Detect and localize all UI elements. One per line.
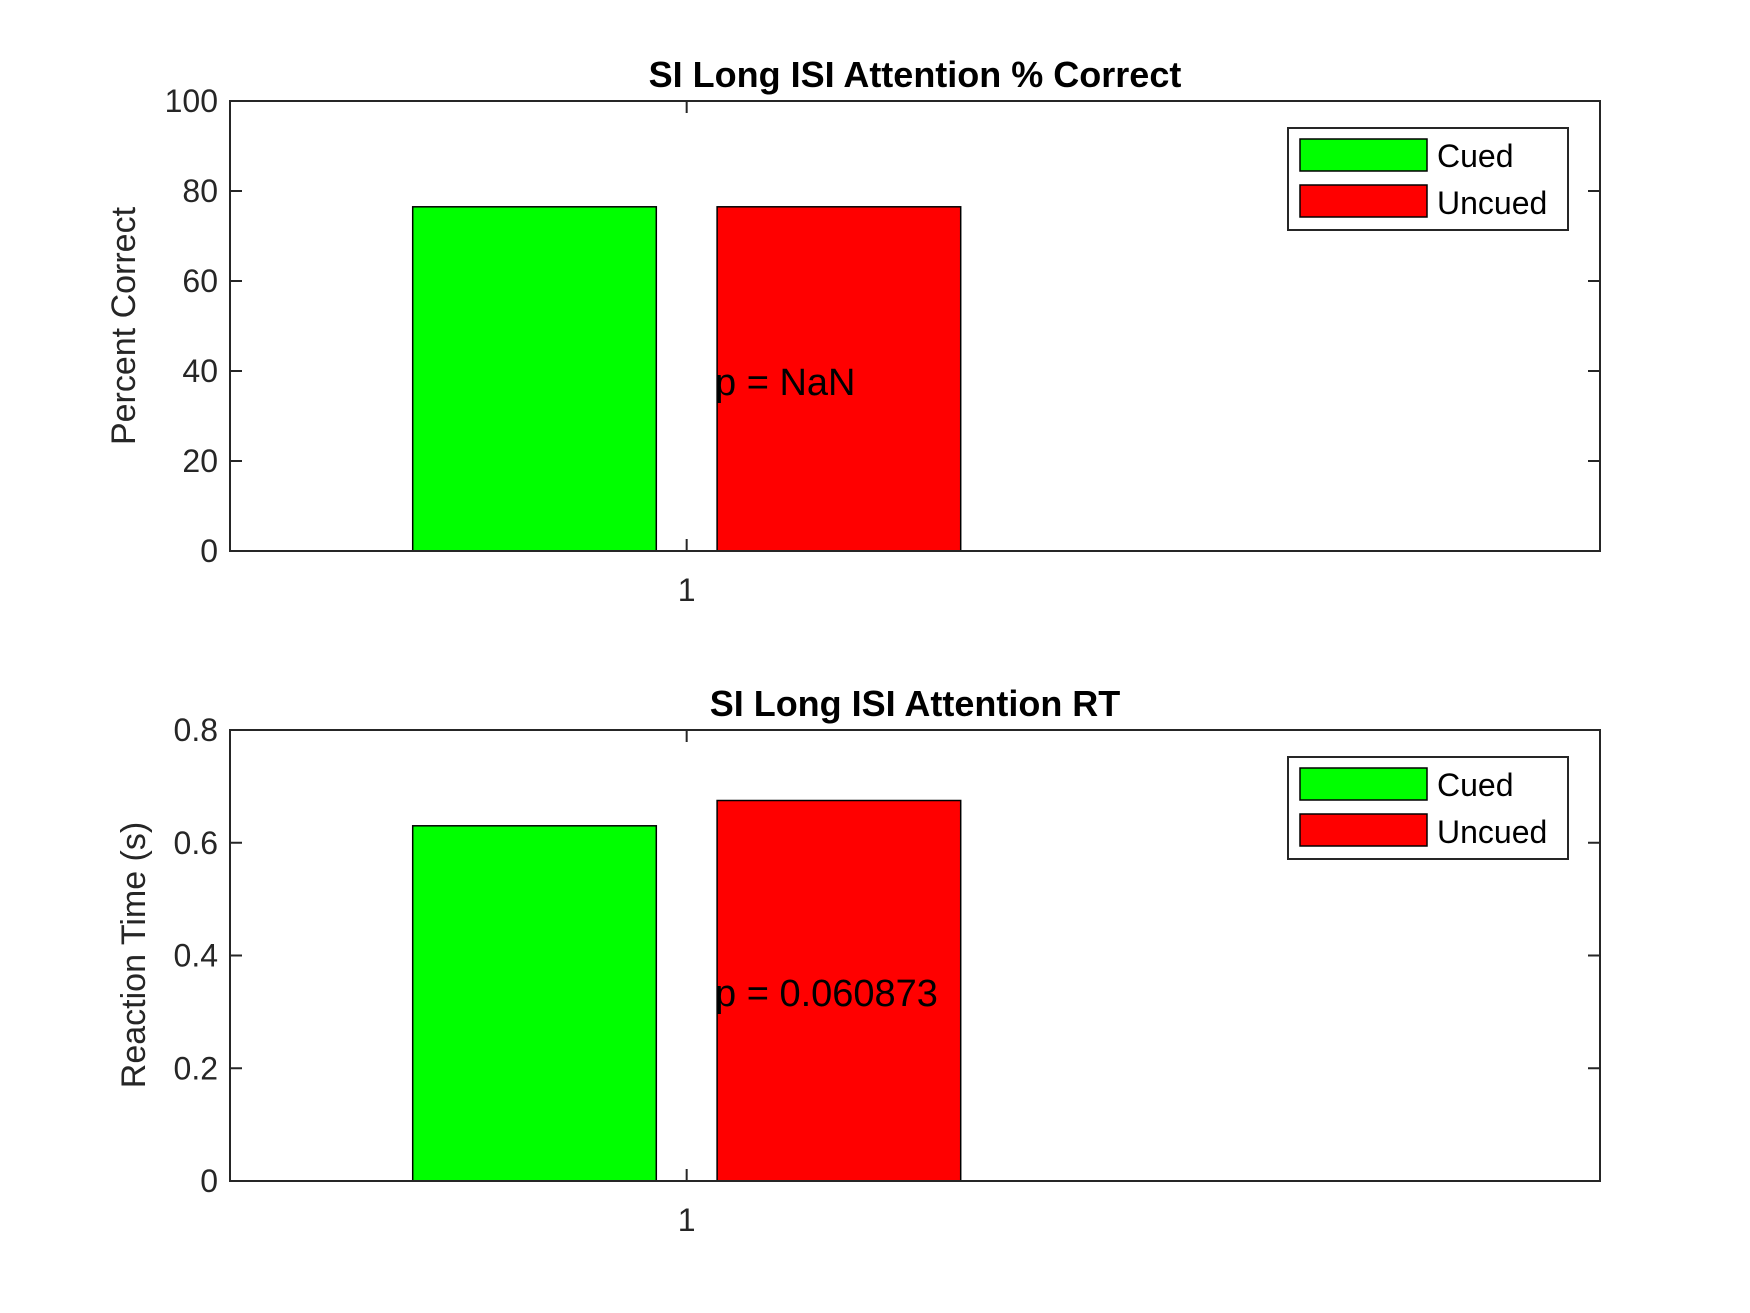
y-tick-label: 0.6 [174, 825, 218, 861]
chart-title: SI Long ISI Attention % Correct [649, 54, 1182, 95]
bar-cued [411, 206, 658, 552]
legend-swatch-cued [1299, 138, 1428, 172]
p-value-annotation: p = NaN [715, 362, 855, 404]
tick-group: 0 0.2 0.4 0.6 0.8 1 [174, 712, 1600, 1238]
legend-swatch-cued [1299, 767, 1428, 801]
legend-label-cued: Cued [1437, 138, 1514, 174]
y-tick-label: 0.2 [174, 1050, 218, 1086]
bar-group [411, 799, 962, 1182]
chart-panel-reaction-time: SI Long ISI Attention RT Reaction Time (… [115, 683, 1601, 1238]
legend-label-cued: Cued [1437, 767, 1514, 803]
y-tick-label: 20 [182, 443, 218, 479]
y-tick-label: 80 [182, 173, 218, 209]
legend-label-uncued: Uncued [1437, 814, 1547, 850]
x-tick-label: 1 [678, 1202, 696, 1238]
axes-box [229, 100, 1601, 552]
tick-group: 0 20 40 60 80 100 1 [165, 83, 1600, 608]
y-axis-label: Percent Correct [105, 206, 143, 445]
legend-label-uncued: Uncued [1437, 185, 1547, 221]
y-tick-label: 0 [200, 533, 218, 569]
y-tick-label: 0.8 [174, 712, 218, 748]
y-axis-label: Reaction Time (s) [115, 822, 153, 1088]
y-tick-label: 100 [165, 83, 218, 119]
bar-cued [411, 825, 658, 1182]
bar-group [411, 206, 962, 552]
y-tick-label: 0.4 [174, 938, 218, 974]
axes-box [229, 729, 1601, 1182]
legend-swatch-uncued [1299, 813, 1428, 847]
y-tick-label: 40 [182, 353, 218, 389]
y-tick-label: 60 [182, 263, 218, 299]
chart-title: SI Long ISI Attention RT [710, 683, 1121, 724]
bar-uncued [716, 799, 962, 1182]
chart-panel-percent-correct: SI Long ISI Attention % Correct Percent … [105, 54, 1601, 608]
x-tick-label: 1 [678, 572, 696, 608]
y-tick-label: 0 [200, 1163, 218, 1199]
legend-swatch-uncued [1299, 184, 1428, 218]
legend: Cued Uncued [1287, 756, 1569, 860]
legend: Cued Uncued [1287, 127, 1569, 231]
p-value-annotation: p = 0.060873 [715, 973, 938, 1015]
bar-uncued [716, 206, 962, 552]
